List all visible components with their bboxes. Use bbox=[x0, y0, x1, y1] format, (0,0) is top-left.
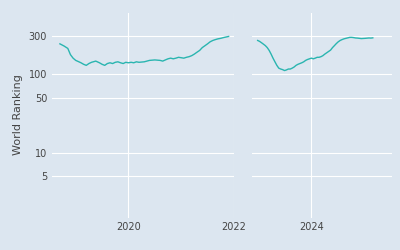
Y-axis label: World Ranking: World Ranking bbox=[13, 74, 23, 156]
